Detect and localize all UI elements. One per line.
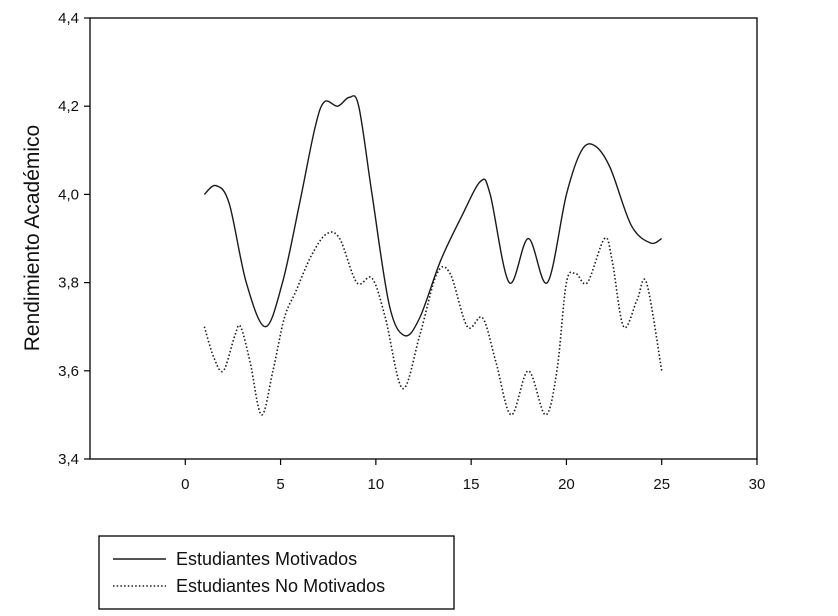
legend-box [98,535,455,610]
y-tick-label: 3,4 [58,451,79,468]
x-tick-label: 5 [276,476,284,493]
x-tick-label: 10 [368,476,385,493]
series-line-motivados [203,95,663,337]
series-line-no-motivados [203,231,663,416]
y-axis-title: Rendimiento Académico [21,125,44,351]
x-tick-label: 15 [463,476,480,493]
y-axis: 3,4 3,6 3,8 4,0 4,2 4,4 [58,10,90,468]
x-tick-label: 0 [181,476,189,493]
x-tick-label: 30 [749,476,766,493]
x-tick-label: 20 [558,476,575,493]
y-tick-label: 4,2 [58,98,79,115]
series-layer [203,95,663,416]
y-tick-label: 4,0 [58,186,79,203]
plot-frame [89,17,758,460]
legend-label-no-motivados: Estudiantes No Motivados [176,576,385,596]
x-tick-label: 25 [653,476,670,493]
legend: Estudiantes Motivados Estudiantes No Mot… [98,535,455,610]
x-axis: 0 5 10 15 20 25 30 [181,459,765,493]
legend-label-motivados: Estudiantes Motivados [176,549,357,569]
y-tick-label: 4,4 [58,10,79,27]
y-tick-label: 3,6 [58,363,79,380]
y-tick-label: 3,8 [58,275,79,292]
